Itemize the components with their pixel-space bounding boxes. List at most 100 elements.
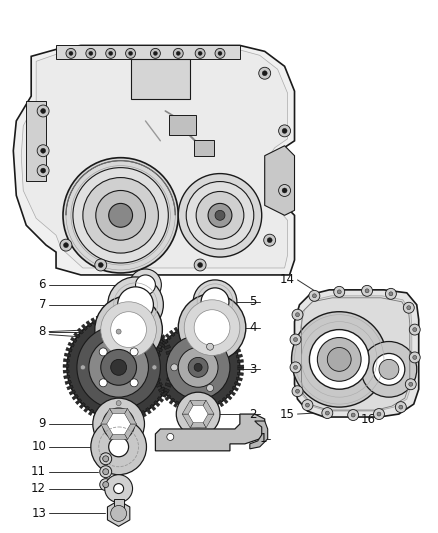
Polygon shape — [63, 370, 69, 373]
FancyBboxPatch shape — [194, 140, 214, 156]
Text: 8: 8 — [39, 325, 46, 338]
Text: 16: 16 — [361, 413, 376, 425]
Circle shape — [178, 348, 218, 387]
Polygon shape — [218, 400, 224, 407]
Circle shape — [409, 324, 420, 335]
Polygon shape — [230, 339, 236, 345]
Polygon shape — [163, 387, 170, 393]
Polygon shape — [167, 356, 173, 360]
Text: 4: 4 — [249, 321, 257, 334]
Polygon shape — [67, 385, 73, 390]
Polygon shape — [159, 387, 165, 392]
Circle shape — [259, 67, 271, 79]
Circle shape — [318, 337, 361, 381]
Polygon shape — [157, 397, 164, 402]
Circle shape — [130, 379, 138, 387]
Circle shape — [153, 51, 157, 55]
FancyBboxPatch shape — [114, 498, 124, 512]
Text: 13: 13 — [31, 507, 46, 520]
Circle shape — [116, 401, 121, 406]
Circle shape — [309, 290, 320, 301]
Circle shape — [292, 309, 303, 320]
Circle shape — [103, 469, 109, 475]
Circle shape — [389, 292, 393, 296]
Circle shape — [41, 109, 46, 114]
Polygon shape — [101, 424, 113, 440]
Circle shape — [150, 49, 160, 58]
Circle shape — [99, 379, 107, 387]
Circle shape — [296, 313, 300, 317]
Circle shape — [37, 165, 49, 176]
Text: 3: 3 — [249, 363, 257, 376]
Circle shape — [91, 419, 146, 475]
Circle shape — [126, 49, 135, 58]
Polygon shape — [219, 328, 224, 335]
Circle shape — [41, 168, 46, 173]
Polygon shape — [190, 400, 206, 406]
Circle shape — [89, 51, 93, 55]
Polygon shape — [234, 349, 241, 353]
Circle shape — [296, 389, 300, 393]
Polygon shape — [127, 416, 130, 422]
Circle shape — [196, 191, 244, 239]
Polygon shape — [79, 402, 85, 409]
Circle shape — [135, 275, 155, 295]
Text: 11: 11 — [31, 465, 46, 478]
Polygon shape — [237, 359, 244, 363]
Polygon shape — [72, 394, 78, 400]
Circle shape — [279, 125, 290, 137]
Circle shape — [129, 51, 133, 55]
Circle shape — [405, 379, 416, 390]
Polygon shape — [168, 373, 174, 376]
Circle shape — [194, 310, 230, 345]
Circle shape — [188, 358, 208, 377]
Text: 7: 7 — [39, 298, 46, 311]
Circle shape — [399, 405, 403, 409]
Polygon shape — [13, 45, 294, 275]
Circle shape — [262, 71, 267, 76]
Polygon shape — [64, 359, 70, 362]
Circle shape — [282, 188, 287, 193]
Polygon shape — [182, 414, 193, 428]
Circle shape — [208, 204, 232, 227]
Polygon shape — [195, 321, 198, 328]
Polygon shape — [65, 380, 71, 384]
Circle shape — [109, 51, 113, 55]
Circle shape — [327, 348, 351, 372]
Circle shape — [293, 337, 297, 342]
Circle shape — [305, 403, 309, 407]
Polygon shape — [104, 415, 108, 422]
Circle shape — [101, 302, 156, 358]
Polygon shape — [161, 391, 168, 397]
Circle shape — [409, 352, 420, 363]
Circle shape — [111, 312, 146, 348]
Polygon shape — [88, 409, 94, 416]
Circle shape — [322, 408, 333, 418]
Circle shape — [348, 409, 359, 421]
Circle shape — [351, 413, 355, 417]
Polygon shape — [184, 323, 188, 329]
Polygon shape — [102, 313, 106, 320]
Polygon shape — [174, 327, 179, 334]
Circle shape — [41, 148, 46, 153]
Circle shape — [66, 49, 76, 58]
Polygon shape — [209, 405, 214, 411]
Polygon shape — [236, 377, 243, 381]
Circle shape — [130, 269, 161, 301]
Polygon shape — [113, 312, 116, 318]
Polygon shape — [300, 296, 412, 411]
Circle shape — [101, 350, 137, 385]
Polygon shape — [182, 400, 193, 414]
Circle shape — [86, 49, 96, 58]
Polygon shape — [166, 350, 173, 354]
Circle shape — [190, 306, 234, 350]
Polygon shape — [194, 407, 198, 413]
Polygon shape — [96, 316, 101, 322]
Polygon shape — [86, 321, 92, 327]
Text: 6: 6 — [39, 278, 46, 292]
Polygon shape — [107, 312, 111, 319]
Polygon shape — [144, 319, 149, 326]
Polygon shape — [110, 434, 127, 440]
Polygon shape — [21, 50, 288, 268]
Text: 1: 1 — [259, 432, 267, 446]
